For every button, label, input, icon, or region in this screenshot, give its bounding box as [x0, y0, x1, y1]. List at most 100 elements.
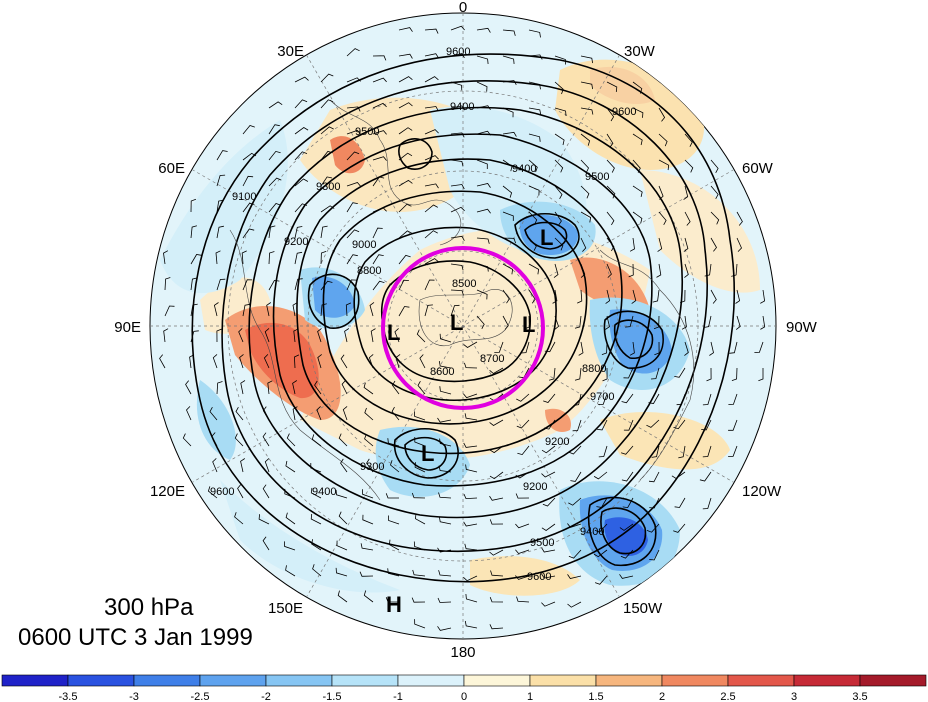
anomaly-shading [160, 59, 760, 596]
wind-barb [674, 497, 686, 508]
wind-barb [632, 81, 643, 94]
wind-barb [629, 341, 635, 356]
colorbar-label: -2.5 [191, 691, 210, 702]
wind-barb [284, 488, 296, 499]
wind-barb [465, 464, 478, 473]
wind-barb [528, 159, 538, 173]
wind-barb [340, 354, 348, 369]
wind-barb [438, 361, 452, 369]
colorbar-label: 3 [791, 691, 797, 702]
wind-barb [490, 570, 504, 577]
wind-barb [580, 107, 594, 115]
wind-barb [242, 228, 255, 239]
wind-barb [268, 124, 280, 135]
wind-barb [320, 280, 333, 291]
wind-barb [489, 419, 504, 426]
wind-barb [476, 27, 491, 33]
wind-barb [494, 341, 504, 353]
wind-barb [266, 302, 272, 317]
wind-barb [502, 107, 514, 118]
wind-barb [606, 107, 615, 122]
wind-barb [658, 107, 666, 122]
colorbar-label: 0 [461, 691, 467, 702]
wind-barb [502, 315, 509, 330]
wind-barb [619, 523, 634, 531]
wind-barb [238, 328, 244, 343]
wind-barb [541, 601, 556, 607]
wind-barb [528, 263, 540, 275]
lon-label-30e: 30E [277, 43, 304, 60]
wind-barb [294, 203, 308, 213]
wind-barb [517, 445, 530, 456]
wind-barb [190, 303, 198, 317]
wind-barb [450, 206, 465, 213]
wind-barb [515, 471, 530, 479]
wind-barb [360, 543, 374, 551]
wind-barb [213, 302, 219, 317]
lon-label-120w: 120W [742, 483, 782, 500]
wind-barb [414, 411, 426, 421]
wind-barb [285, 460, 296, 473]
wind-barb [268, 101, 283, 109]
wind-barb [359, 571, 374, 577]
wind-barb [543, 419, 556, 430]
low-center-4: L [522, 312, 535, 337]
highlight-circle [381, 246, 545, 410]
wind-barb [554, 237, 564, 251]
colorbar-box [67, 674, 135, 687]
wind-barb [554, 159, 564, 173]
meridian-60e-120w [191, 169, 735, 483]
longitude-labels: 0 30W 60W 90W 120W 150W 180 150E 120E 90… [114, 0, 817, 661]
wind-barb [164, 305, 175, 317]
wind-barb [292, 380, 298, 395]
wind-barb [606, 211, 615, 226]
wind-barb [424, 258, 439, 265]
wind-barb [413, 541, 426, 551]
wind-barb [621, 471, 634, 482]
wind-barb [346, 202, 358, 213]
wind-barb [658, 211, 667, 225]
colorbar: -3.5 -3 -2.5 -2 -1.5 -1 0 1 1.5 2 2.5 3 3.5 [1, 674, 927, 702]
wind-barb [292, 406, 298, 421]
wind-barb [450, 53, 465, 59]
wind-barb [337, 590, 348, 603]
contour-label: 9200 [545, 436, 569, 448]
wind-barb [463, 575, 478, 582]
wind-barb [372, 156, 387, 161]
wind-barb [594, 523, 608, 533]
wind-barb [159, 354, 166, 369]
wind-barb [580, 159, 589, 173]
wind-barb [450, 263, 464, 271]
wind-barb [424, 230, 438, 239]
wind-barb [450, 105, 465, 111]
wind-barb [676, 393, 686, 406]
wind-barb [502, 237, 516, 244]
wind-barb [398, 53, 413, 59]
anomaly-region-orange-northeast [570, 257, 650, 314]
wind-barb [437, 626, 452, 631]
wind-barb [489, 597, 504, 603]
contour-label: 8800 [357, 265, 381, 277]
colorbar-label: 2.5 [720, 691, 735, 702]
wind-barb [489, 624, 504, 630]
wind-barb [602, 367, 608, 382]
wind-barb [620, 549, 634, 559]
wind-barb [704, 263, 712, 277]
colorbar-box [595, 674, 663, 687]
wind-barb [652, 289, 660, 303]
contour-low-e-2 [613, 319, 654, 360]
wind-barb [758, 368, 764, 382]
wind-barb [450, 132, 465, 138]
wind-barb [651, 445, 660, 458]
wind-barb [439, 386, 452, 395]
wind-barb [528, 54, 543, 60]
coastline-america [599, 249, 695, 481]
wind-barb [632, 133, 643, 146]
wind-barb [578, 341, 584, 356]
lon-label-60e: 60E [158, 160, 185, 177]
wind-barb [684, 263, 689, 278]
wind-barb [267, 380, 273, 395]
wind-barb [710, 159, 719, 173]
wind-barb [182, 433, 192, 447]
wind-barb [528, 107, 542, 115]
